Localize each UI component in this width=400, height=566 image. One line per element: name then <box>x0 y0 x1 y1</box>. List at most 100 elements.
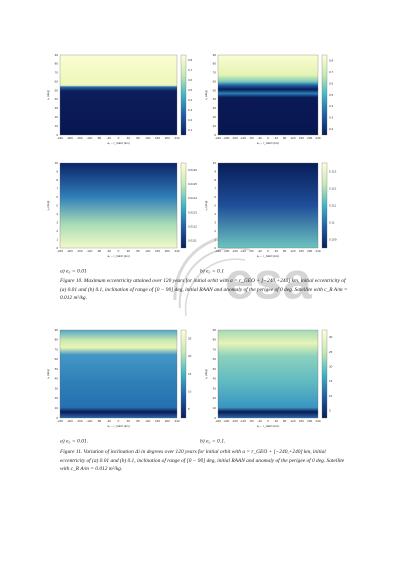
y-axis-label: i₀ (deg) <box>46 90 50 100</box>
x-tick-label: -200 <box>223 249 229 253</box>
y-tick-label: 30 <box>55 106 59 110</box>
colorbar-tick-label: 0.7 <box>329 70 334 74</box>
y-tick-label: 10 <box>213 406 217 410</box>
x-tick-label: 80 <box>136 136 140 140</box>
x-tick-label: 240 <box>174 136 179 140</box>
y-tick-label: 40 <box>213 97 217 101</box>
x-tick-label: -120 <box>86 136 92 140</box>
x-tick-label: -240 <box>57 419 63 423</box>
colorbar-tick-label: 0.1 <box>188 128 193 132</box>
y-tick-label: 70 <box>55 347 59 351</box>
x-tick-label: 0 <box>267 419 269 423</box>
x-tick-label: -40 <box>257 136 262 140</box>
y-tick-label: 0 <box>214 133 216 137</box>
x-tick-label: -160 <box>232 136 238 140</box>
colorbar-tick-label: 10 <box>188 389 192 393</box>
x-tick-label: 200 <box>165 249 170 253</box>
colorbar-tick-label: 0.5 <box>329 93 334 97</box>
colorbar-tick-label: 0.7 <box>188 68 193 72</box>
colorbar-tick-label: 0.3 <box>329 116 334 120</box>
heatmap <box>59 54 178 136</box>
colorbar-tick-label: 25 <box>188 337 192 341</box>
x-tick-label: 0 <box>267 136 269 140</box>
y-tick-label: 80 <box>55 338 59 342</box>
colorbar-tick-label: 0.0115 <box>188 182 197 186</box>
x-tick-label: -80 <box>97 136 102 140</box>
y-tick-label: 0 <box>56 133 58 137</box>
x-tick-label: -160 <box>76 136 82 140</box>
x-tick-label: -120 <box>240 136 246 140</box>
y-tick-label: 60 <box>213 79 217 83</box>
y-tick-label: 5 <box>56 203 58 207</box>
colorbar-tick-label: 0.11 <box>329 220 335 224</box>
y-tick-label: 40 <box>55 377 59 381</box>
y-axis-label: i₀ (deg) <box>204 201 208 211</box>
y-tick-label: 0 <box>56 416 58 420</box>
y-tick-label: 0 <box>214 416 216 420</box>
x-tick-label: 40 <box>127 249 131 253</box>
watermark-arc <box>184 258 246 317</box>
x-tick-label: -160 <box>232 419 238 423</box>
y-tick-label: 30 <box>55 386 59 390</box>
x-tick-label: 40 <box>275 419 279 423</box>
colorbar-tick-label: 15 <box>329 379 333 383</box>
x-tick-label: 240 <box>174 249 179 253</box>
y-tick-label: 1 <box>214 237 216 241</box>
x-tick-label: 0 <box>118 419 120 423</box>
x-tick-label: 0 <box>267 249 269 253</box>
x-tick-label: -120 <box>240 249 246 253</box>
x-axis-label: a₀ − r_GEO (km) <box>107 424 130 428</box>
colorbar-tick-label: 0.111 <box>329 203 336 207</box>
colorbar <box>180 329 187 419</box>
x-tick-label: 80 <box>283 249 287 253</box>
y-axis-label: i₀ (deg) <box>204 369 208 379</box>
y-tick-label: 4 <box>214 212 216 216</box>
y-tick-label: 50 <box>213 367 217 371</box>
x-tick-label: 40 <box>275 249 279 253</box>
x-axis-label: a₀ − r_GEO (km) <box>107 254 130 258</box>
x-tick-label: -200 <box>67 419 73 423</box>
y-tick-label: 40 <box>213 377 217 381</box>
x-axis-label: a₀ − r_GEO (km) <box>257 141 280 145</box>
y-tick-label: 90 <box>213 53 217 57</box>
heatmap <box>59 329 178 419</box>
x-tick-label: -200 <box>67 136 73 140</box>
x-tick-label: -200 <box>223 419 229 423</box>
colorbar-tick-label: 0.0114 <box>188 196 197 200</box>
x-tick-label: 240 <box>174 419 179 423</box>
subcaption: b) e₀ = 0.1 <box>200 267 224 274</box>
x-tick-label: 160 <box>299 136 304 140</box>
x-tick-label: -160 <box>76 419 82 423</box>
x-tick-label: -160 <box>76 249 82 253</box>
x-tick-label: -40 <box>257 419 262 423</box>
y-tick-label: 30 <box>213 106 217 110</box>
x-tick-label: -120 <box>86 249 92 253</box>
x-tick-label: 0 <box>118 136 120 140</box>
colorbar <box>180 54 187 136</box>
x-tick-label: -240 <box>215 419 221 423</box>
x-tick-label: -40 <box>107 136 112 140</box>
y-tick-label: 90 <box>55 328 59 332</box>
colorbar-tick-label: 0.0113 <box>188 210 197 214</box>
x-axis-label: a₀ − r_GEO (km) <box>257 254 280 258</box>
y-axis-label: i₀ (deg) <box>46 369 50 379</box>
y-tick-label: 50 <box>55 367 59 371</box>
y-tick-label: 50 <box>55 88 59 92</box>
y-tick-label: 20 <box>213 115 217 119</box>
x-tick-label: 200 <box>307 419 312 423</box>
colorbar <box>321 329 328 419</box>
y-tick-label: 40 <box>55 97 59 101</box>
x-tick-label: 0 <box>118 249 120 253</box>
colorbar-tick-label: 30 <box>329 335 333 339</box>
y-tick-label: 20 <box>55 396 59 400</box>
colorbar-tick-label: 10 <box>329 394 333 398</box>
figure-caption: Figure 11. Variation of inclination Δi i… <box>60 449 345 472</box>
x-tick-label: -160 <box>232 249 238 253</box>
x-tick-label: -80 <box>249 249 254 253</box>
colorbar-tick-label: 0.5 <box>188 88 193 92</box>
y-tick-label: 0 <box>56 246 58 250</box>
y-axis-label: i₀ (deg) <box>46 201 50 211</box>
x-tick-label: 200 <box>307 249 312 253</box>
x-tick-label: -240 <box>57 249 63 253</box>
x-axis-label: a₀ − r_GEO (km) <box>257 424 280 428</box>
